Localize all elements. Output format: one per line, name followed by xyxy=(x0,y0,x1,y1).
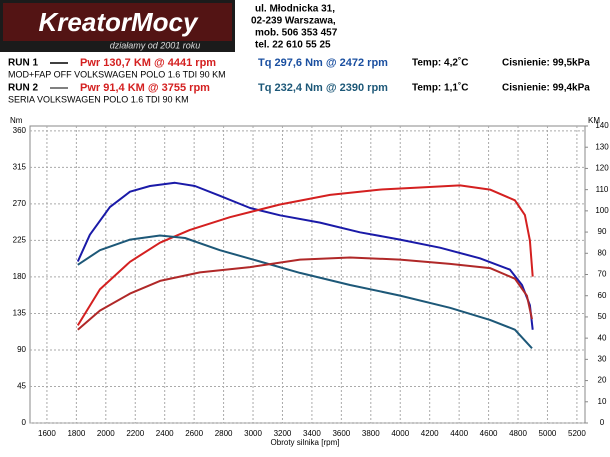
x-tick-label: 3000 xyxy=(244,429,262,438)
y2-tick-label: 70 xyxy=(598,270,607,279)
y-axis-title: Nm xyxy=(10,116,23,125)
x-tick-label: 1800 xyxy=(67,429,85,438)
y2-tick-label: 20 xyxy=(598,376,607,385)
y-tick-label: 315 xyxy=(13,162,27,171)
run-pressure: Cisnienie: 99,5kPa xyxy=(502,58,590,69)
y2-tick-label: 90 xyxy=(598,227,607,236)
x-tick-label: 2400 xyxy=(156,429,174,438)
y2-tick-label: 100 xyxy=(595,206,609,215)
run-temp: Temp: 1,1˚C xyxy=(412,82,469,94)
run-torque: Tq 297,6 Nm @ 2472 rpm xyxy=(258,57,388,69)
y-tick-label: 180 xyxy=(13,272,27,281)
x-tick-label: 2000 xyxy=(97,429,115,438)
x-tick-label: 2800 xyxy=(215,429,233,438)
address-line: 02-239 Warszawa, xyxy=(251,16,336,27)
y-tick-label: 90 xyxy=(17,345,26,354)
x-tick-label: 4400 xyxy=(450,429,468,438)
x-tick-label: 1600 xyxy=(38,429,56,438)
line xyxy=(77,256,533,331)
x-axis-title: Obroty silnika [rpm] xyxy=(271,438,340,447)
address-line: mob. 506 353 457 xyxy=(255,28,338,39)
y2-tick-label: 40 xyxy=(598,333,607,342)
run-label: RUN 1 xyxy=(8,58,38,69)
y2-tick-label: 80 xyxy=(598,248,607,257)
address-line: ul. Młodnicka 31, xyxy=(255,4,335,15)
line xyxy=(76,181,534,330)
x-tick-label: 3800 xyxy=(362,429,380,438)
y2-tick-label: 110 xyxy=(596,185,609,194)
run-torque: Tq 232,4 Nm @ 2390 rpm xyxy=(258,82,388,94)
y-tick-label: 360 xyxy=(13,126,27,135)
x-tick-label: 4200 xyxy=(421,429,439,438)
y2-tick-label: 130 xyxy=(595,142,609,151)
y2-tick-label: 50 xyxy=(598,312,607,321)
y-tick-label: 135 xyxy=(13,309,27,318)
run-power: Pwr 91,4 KM @ 3755 rpm xyxy=(80,82,210,94)
x-tick-label: 3200 xyxy=(274,429,292,438)
run-pressure: Cisnienie: 99,4kPa xyxy=(502,83,590,94)
run-temp: Temp: 4,2˚C xyxy=(412,57,469,69)
y2-tick-label: 140 xyxy=(595,121,609,130)
y2-tick-label: 0 xyxy=(600,418,605,427)
y-tick-label: 225 xyxy=(13,236,27,245)
x-tick-label: 3600 xyxy=(332,429,350,438)
y-tick-label: 0 xyxy=(22,418,27,427)
y2-tick-label: 30 xyxy=(598,354,607,363)
run-label: RUN 2 xyxy=(8,83,38,94)
logo: KreatorMocy xyxy=(39,7,199,37)
y-tick-label: 270 xyxy=(13,199,27,208)
run-desc: SERIA VOLKSWAGEN POLO 1.6 TDI 90 KM xyxy=(8,94,189,104)
line xyxy=(77,234,533,349)
y2-axis-title: KM xyxy=(588,116,600,125)
address-line: tel. 22 610 55 25 xyxy=(255,40,331,51)
logo-bg xyxy=(3,3,232,41)
y-tick-label: 45 xyxy=(17,382,26,391)
run-desc: MOD+FAP OFF VOLKSWAGEN POLO 1.6 TDI 90 K… xyxy=(8,69,226,79)
y2-tick-label: 10 xyxy=(598,397,607,406)
line xyxy=(76,184,534,326)
y2-tick-label: 120 xyxy=(595,164,609,173)
x-tick-label: 2200 xyxy=(126,429,144,438)
run-power: Pwr 130,7 KM @ 4441 rpm xyxy=(80,57,216,69)
x-tick-label: 4000 xyxy=(391,429,409,438)
x-tick-label: 3400 xyxy=(303,429,321,438)
x-tick-label: 5200 xyxy=(568,429,586,438)
x-tick-label: 5000 xyxy=(539,429,557,438)
x-tick-label: 4600 xyxy=(480,429,498,438)
x-tick-label: 2600 xyxy=(185,429,203,438)
tagline: działamy od 2001 roku xyxy=(110,40,201,50)
x-tick-label: 4800 xyxy=(509,429,527,438)
y2-tick-label: 60 xyxy=(598,291,607,300)
